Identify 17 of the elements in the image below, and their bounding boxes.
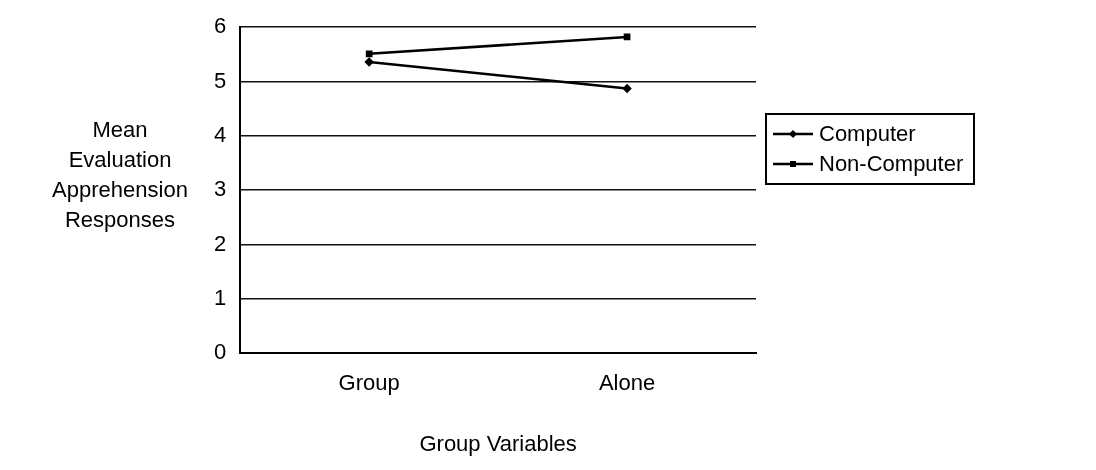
y-tick-label: 2 [213, 230, 227, 256]
x-tick-label: Group [338, 370, 400, 396]
y-tick-label: 6 [213, 13, 227, 39]
point [623, 33, 631, 41]
y-axis-title: Mean Evaluation Apprehension Responses [51, 116, 189, 234]
x-axis-title: Group Variables [419, 430, 577, 456]
point [364, 57, 374, 67]
y-tick-label: 4 [213, 121, 227, 147]
y-tick-label: 0 [213, 339, 227, 365]
legend-label: Computer [819, 120, 916, 148]
y-tick-label: 3 [213, 176, 227, 202]
y-tick-label: 5 [213, 67, 227, 93]
point [622, 84, 632, 93]
y-tick-label: 1 [213, 284, 227, 310]
legend-label: Non-Computer [819, 150, 964, 178]
point [365, 50, 373, 58]
x-tick-label: Alone [598, 370, 656, 396]
